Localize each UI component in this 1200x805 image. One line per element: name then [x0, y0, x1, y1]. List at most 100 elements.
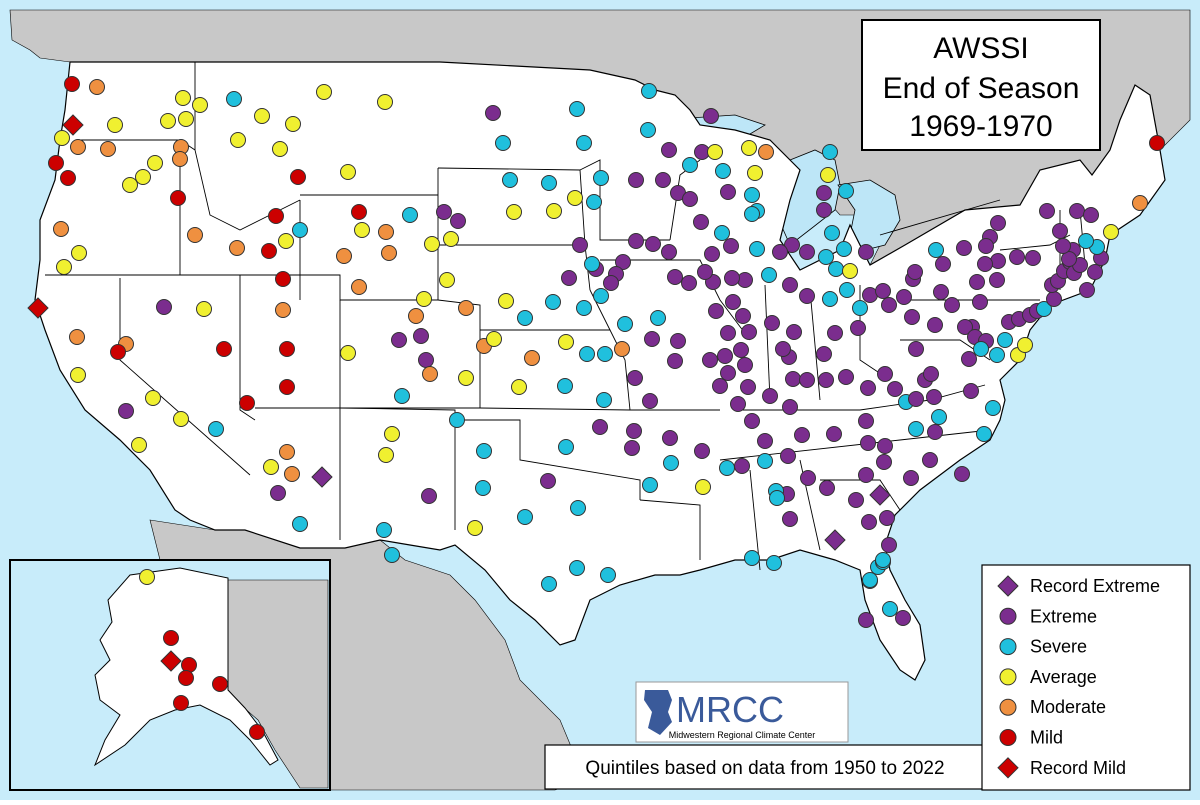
conus-station-extreme: [717, 348, 733, 364]
conus-station-severe: [558, 439, 574, 455]
alaska-station-mild: [173, 695, 189, 711]
conus-station-average: [278, 233, 294, 249]
conus-station-average: [695, 479, 711, 495]
footnote-text: Quintiles based on data from 1950 to 202…: [585, 758, 944, 779]
conus-station-extreme: [697, 264, 713, 280]
conus-station-severe: [640, 122, 656, 138]
conus-station-extreme: [922, 452, 938, 468]
conus-station-extreme: [644, 331, 660, 347]
legend-marker-moderate: [999, 698, 1017, 716]
conus-station-average: [467, 520, 483, 536]
conus-station-record-extreme: [869, 484, 891, 506]
conus-station-record-extreme: [824, 529, 846, 551]
alaska-station-record-mild: [160, 650, 182, 672]
conus-station-extreme: [764, 315, 780, 331]
logo-text: MRCC: [676, 689, 784, 730]
conus-station-severe: [757, 453, 773, 469]
conus-station-severe: [570, 500, 586, 516]
conus-station-extreme: [757, 433, 773, 449]
conus-station-extreme: [785, 371, 801, 387]
conus-station-extreme: [876, 454, 892, 470]
conus-station-average: [192, 97, 208, 113]
conus-station-moderate: [1132, 195, 1148, 211]
conus-station-extreme: [720, 365, 736, 381]
conus-station-severe: [579, 346, 595, 362]
conus-station-mild: [60, 170, 76, 186]
conus-station-extreme: [1025, 250, 1041, 266]
legend-label-severe: Severe: [1030, 637, 1087, 657]
conus-station-extreme: [735, 308, 751, 324]
conus-station-severe: [761, 267, 777, 283]
conus-station-severe: [641, 83, 657, 99]
conus-station-average: [263, 459, 279, 475]
conus-station-average: [1103, 224, 1119, 240]
conus-station-mild: [351, 204, 367, 220]
conus-station-average: [567, 190, 583, 206]
conus-station-extreme: [733, 342, 749, 358]
conus-station-extreme: [816, 346, 832, 362]
conus-station-severe: [838, 183, 854, 199]
conus-station-severe: [1036, 301, 1052, 317]
conus-station-severe: [769, 490, 785, 506]
conus-station-extreme: [1046, 291, 1062, 307]
conus-station-extreme: [1039, 203, 1055, 219]
title-line-1: AWSSI: [933, 32, 1029, 65]
conus-station-extreme: [702, 352, 718, 368]
alaska-station-mild: [249, 724, 265, 740]
conus-station-severe: [928, 242, 944, 258]
legend-marker-average: [999, 668, 1017, 686]
conus-station-moderate: [70, 139, 86, 155]
conus-station-extreme: [794, 427, 810, 443]
legend-label-extreme: Extreme: [1030, 606, 1097, 626]
conus-station-extreme: [485, 105, 501, 121]
conus-station-average: [443, 231, 459, 247]
conus-station-moderate: [614, 341, 630, 357]
conus-station-severe: [719, 460, 735, 476]
conus-station-severe: [576, 135, 592, 151]
conus-station-severe: [822, 144, 838, 160]
conus-station-extreme: [860, 435, 876, 451]
conus-station-severe: [828, 261, 844, 277]
conus-station-extreme: [270, 485, 286, 501]
conus-station-extreme: [782, 399, 798, 415]
conus-station-average: [56, 259, 72, 275]
conus-station-average: [486, 331, 502, 347]
conus-station-extreme: [800, 470, 816, 486]
conus-station-extreme: [627, 370, 643, 386]
legend-marker-mild: [999, 729, 1017, 746]
conus-station-extreme: [904, 309, 920, 325]
conus-station-average: [135, 169, 151, 185]
conus-station-extreme: [782, 511, 798, 527]
conus-station-extreme: [972, 294, 988, 310]
conus-station-extreme: [896, 289, 912, 305]
conus-station-severe: [449, 412, 465, 428]
legend: Record Extreme Extreme Severe Average Modera…: [981, 564, 1191, 791]
conus-station-severe: [875, 552, 891, 568]
conus-station-average: [842, 263, 858, 279]
conus-station-extreme: [799, 372, 815, 388]
conus-station-extreme: [926, 389, 942, 405]
conus-station-average: [354, 222, 370, 238]
conus-station-severe: [569, 101, 585, 117]
conus-station-extreme: [436, 204, 452, 220]
conus-station-extreme: [737, 357, 753, 373]
conus-station-average: [377, 94, 393, 110]
conus-station-extreme: [740, 379, 756, 395]
conus-station-extreme: [990, 215, 1006, 231]
conus-station-severe: [596, 392, 612, 408]
legend-marker-record_mild: [997, 757, 1019, 779]
conus-station-severe: [402, 207, 418, 223]
conus-station-moderate: [100, 141, 116, 157]
conus-station-average: [741, 140, 757, 156]
conus-station-record-mild: [27, 297, 49, 319]
conus-station-average: [747, 165, 763, 181]
conus-station-extreme: [681, 275, 697, 291]
logo-subtitle: Midwestern Regional Climate Center: [669, 730, 816, 740]
conus-station-mild: [261, 243, 277, 259]
conus-station-extreme: [826, 426, 842, 442]
conus-station-average: [131, 437, 147, 453]
conus-station-severe: [600, 567, 616, 583]
alaska-station-mild: [181, 657, 197, 673]
conus-station-severe: [650, 310, 666, 326]
